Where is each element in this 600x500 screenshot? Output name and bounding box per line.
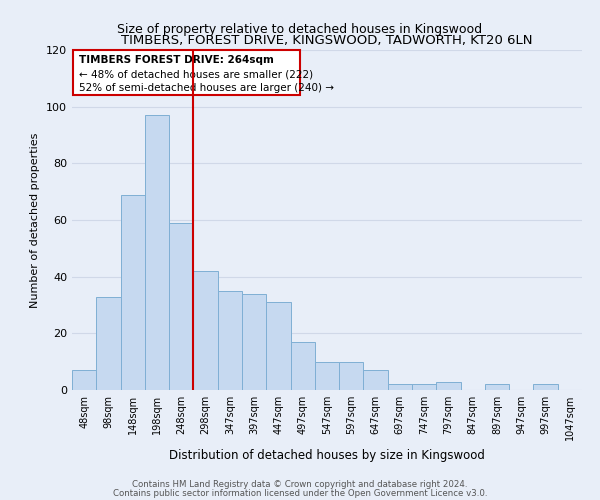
- Bar: [169, 223, 193, 390]
- Bar: [266, 302, 290, 390]
- Bar: [412, 384, 436, 390]
- Text: ← 48% of detached houses are smaller (222): ← 48% of detached houses are smaller (22…: [79, 69, 313, 79]
- Bar: [72, 370, 96, 390]
- X-axis label: Distribution of detached houses by size in Kingswood: Distribution of detached houses by size …: [169, 448, 485, 462]
- Text: Contains public sector information licensed under the Open Government Licence v3: Contains public sector information licen…: [113, 489, 487, 498]
- Text: Size of property relative to detached houses in Kingswood: Size of property relative to detached ho…: [118, 22, 482, 36]
- Text: 52% of semi-detached houses are larger (240) →: 52% of semi-detached houses are larger (…: [79, 83, 334, 93]
- Bar: [242, 294, 266, 390]
- Bar: [96, 296, 121, 390]
- Bar: [193, 271, 218, 390]
- Title: TIMBERS, FOREST DRIVE, KINGSWOOD, TADWORTH, KT20 6LN: TIMBERS, FOREST DRIVE, KINGSWOOD, TADWOR…: [121, 34, 533, 48]
- Bar: [436, 382, 461, 390]
- Y-axis label: Number of detached properties: Number of detached properties: [31, 132, 40, 308]
- Bar: [364, 370, 388, 390]
- Text: TIMBERS FOREST DRIVE: 264sqm: TIMBERS FOREST DRIVE: 264sqm: [79, 55, 274, 65]
- Bar: [290, 342, 315, 390]
- Bar: [388, 384, 412, 390]
- Bar: [339, 362, 364, 390]
- Text: Contains HM Land Registry data © Crown copyright and database right 2024.: Contains HM Land Registry data © Crown c…: [132, 480, 468, 489]
- Bar: [315, 362, 339, 390]
- Bar: [485, 384, 509, 390]
- Bar: [121, 194, 145, 390]
- FancyBboxPatch shape: [73, 50, 300, 96]
- Bar: [145, 115, 169, 390]
- Bar: [218, 291, 242, 390]
- Bar: [533, 384, 558, 390]
